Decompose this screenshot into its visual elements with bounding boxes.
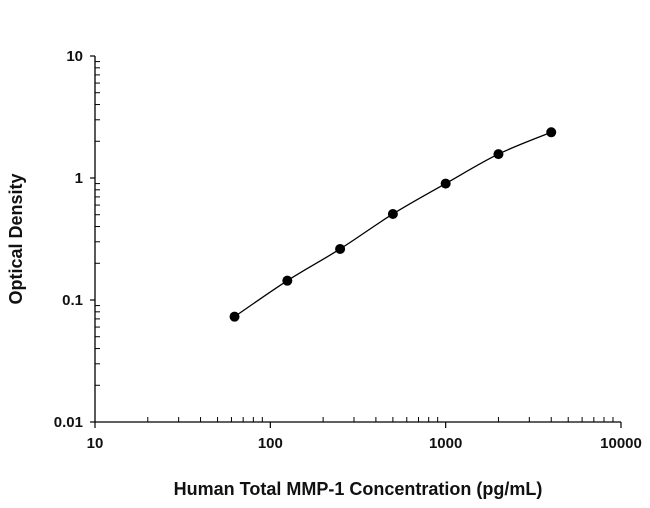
y-axis-label: Optical Density [6,173,26,304]
x-tick-label: 10000 [600,435,642,452]
y-tick-label: 1 [75,170,83,187]
y-tick-label: 10 [66,48,83,65]
axes [90,55,622,428]
fit-curve [234,131,552,318]
data-point [387,208,398,219]
y-tick-label: 0.1 [62,292,83,309]
x-axis-label: Human Total MMP-1 Concentration (pg/mL) [174,479,543,499]
data-points [229,127,557,322]
y-tick-label: 0.01 [54,414,83,431]
data-point [282,275,293,286]
data-point [335,243,346,254]
x-tick-label: 100 [258,435,283,452]
tick-labels: 10 100 1000 10000 0.01 0.1 1 10 [54,48,642,452]
data-point [229,311,240,322]
x-tick-label: 10 [87,435,104,452]
data-point [440,178,451,189]
data-point [546,127,557,138]
x-tick-label: 1000 [429,435,462,452]
data-point [493,149,504,160]
